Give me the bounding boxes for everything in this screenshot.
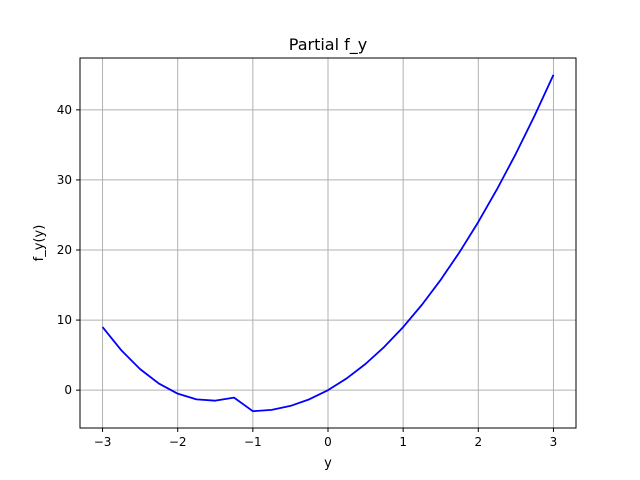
x-tick-label: 1 <box>399 435 407 449</box>
series-line <box>101 74 555 413</box>
x-axis-label: y <box>324 456 332 471</box>
y-tick-label: 40 <box>57 103 72 117</box>
x-tick-label: −2 <box>169 435 187 449</box>
grid <box>80 58 576 428</box>
chart-title: Partial f_y <box>289 35 367 55</box>
series-layer <box>101 74 555 413</box>
x-tick-label: −1 <box>244 435 262 449</box>
y-tick-label: 20 <box>57 243 72 257</box>
x-tick-label: 3 <box>550 435 558 449</box>
x-tick-label: 2 <box>474 435 482 449</box>
x-tick-label: −3 <box>94 435 112 449</box>
y-tick-label: 30 <box>57 173 72 187</box>
y-tick-label: 10 <box>57 313 72 327</box>
y-axis-label: f_y(y) <box>32 225 47 262</box>
y-tick-label: 0 <box>64 383 72 397</box>
x-tick-label: 0 <box>324 435 332 449</box>
